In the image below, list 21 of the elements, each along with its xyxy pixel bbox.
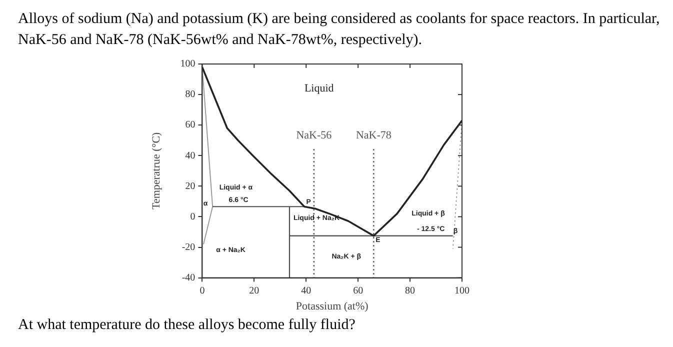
x-tick-label: 80 [405, 285, 416, 296]
y-axis-title: Temperatrue (°C) [150, 132, 162, 210]
chart-title: Alloys of sodium (Na) and potassium (K) are being considered as coolants for space reactors. In particular, NaK-56 and NaK-78 (NaK-56wt% and NaK-78wt%, respectively). [18, 10, 661, 50]
x-tick-label: 20 [249, 285, 260, 296]
ref-line-label: NaK-56 [296, 129, 332, 142]
y-tick-label: -20 [182, 242, 196, 253]
y-tick-label: -40 [182, 272, 196, 284]
y-tick-label: 60 [185, 120, 196, 131]
ref-line-label: NaK-78 [356, 129, 392, 142]
x-axis-title: Potassium (at%) [296, 300, 369, 312]
y-tick-label: 0 [190, 211, 196, 222]
text: At what temperature do these alloys become fully fluid? [18, 317, 356, 334]
annotation: Liquid [304, 82, 334, 94]
x-tick-label: 40 [301, 285, 312, 296]
y-tick-label: 80 [185, 89, 196, 100]
x-tick-label: 0 [200, 285, 205, 296]
y-tick-label: 40 [185, 150, 196, 162]
y-tick-label: 100 [180, 58, 196, 70]
x-tick-label: 60 [353, 285, 364, 296]
x-tick-label: 100 [454, 285, 470, 296]
y-tick-label: 20 [185, 180, 196, 192]
